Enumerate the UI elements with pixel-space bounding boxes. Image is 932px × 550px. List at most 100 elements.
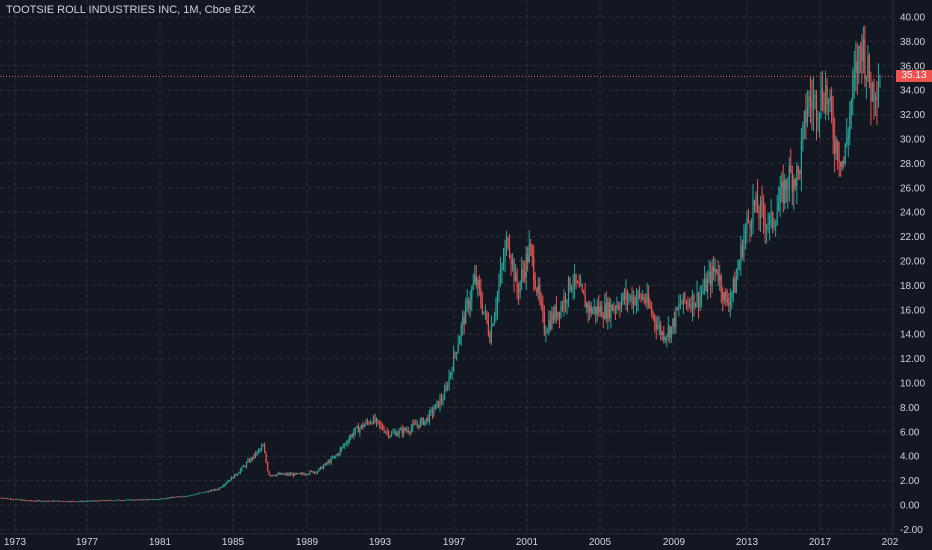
candle-body	[111, 500, 113, 502]
candle-body	[285, 473, 287, 475]
candle-body	[380, 424, 382, 426]
candle-body	[401, 428, 403, 434]
candle-body	[465, 302, 467, 325]
candle-body	[794, 179, 796, 187]
candle-body	[176, 496, 178, 498]
time-tick-label: 202	[882, 537, 899, 548]
price-tick-label: 24.00	[900, 208, 925, 219]
candle-body	[660, 324, 662, 335]
candle-body	[49, 501, 51, 502]
candle-body	[761, 201, 763, 205]
candle-body	[437, 401, 440, 408]
price-axis[interactable]: -2.00 0.00 2.00 4.00 6.00 8.00 10.00 12.00 14.00…	[900, 13, 925, 536]
candle-body	[304, 474, 307, 476]
candle-body	[537, 285, 539, 293]
candle-body	[13, 499, 15, 501]
candle-body	[834, 138, 836, 154]
candle-body	[790, 165, 792, 172]
candle-body	[690, 304, 692, 310]
candle-body	[53, 500, 56, 502]
time-tick-label: 2005	[589, 537, 612, 548]
candle-body	[71, 500, 74, 502]
candle-body	[770, 212, 772, 216]
candle-body	[144, 499, 146, 501]
price-tick-label: 38.00	[900, 37, 925, 48]
candle-body	[515, 273, 517, 282]
candle-body	[82, 501, 84, 503]
candle-body	[147, 499, 149, 501]
candle-body	[575, 274, 577, 283]
candle-body	[527, 253, 529, 262]
candle-body	[841, 160, 843, 167]
candle-body	[788, 165, 790, 190]
candle-body	[466, 299, 468, 303]
candle-body	[156, 499, 158, 500]
candle-body	[453, 352, 455, 372]
candle-body	[735, 276, 737, 293]
candle-body	[667, 326, 669, 336]
candle-body	[415, 423, 417, 426]
candle-body	[720, 275, 722, 293]
candle-body	[722, 292, 724, 301]
candle-body	[728, 302, 730, 306]
price-tick-label: 28.00	[900, 159, 925, 170]
candle-body	[106, 500, 108, 501]
candle-body	[605, 303, 607, 319]
candle-body	[179, 496, 181, 498]
candle-body	[838, 159, 840, 162]
candle-body	[670, 326, 672, 338]
candle-body	[567, 277, 570, 301]
candle-body	[434, 404, 437, 411]
candle-body	[265, 452, 267, 463]
candle-body	[58, 500, 60, 502]
candle-body	[516, 273, 518, 292]
time-axis[interactable]: 1973 1977 1981 1985 1989 1993 1997 2001 2005 2009…	[4, 537, 899, 548]
candle-body	[422, 418, 424, 425]
candle-body	[471, 288, 473, 302]
candle-body	[136, 499, 139, 501]
candle-body	[232, 477, 234, 479]
candle-body	[708, 271, 710, 279]
candle-body	[747, 218, 750, 222]
candle-body	[94, 500, 96, 502]
candle-body	[406, 430, 408, 432]
candle-body	[799, 170, 801, 174]
candle-body	[126, 499, 128, 501]
candle-body	[117, 499, 119, 501]
candle-body	[389, 435, 391, 437]
candle-body	[114, 500, 116, 502]
candle-body	[32, 500, 34, 502]
candle-body	[874, 98, 877, 101]
candle-body	[165, 498, 167, 500]
candle-body	[558, 311, 561, 317]
candle-body	[195, 493, 198, 495]
candle-body	[584, 294, 586, 308]
candle-body	[802, 124, 804, 142]
candle-body	[191, 494, 193, 496]
candle-body	[152, 499, 154, 500]
candle-body	[505, 238, 508, 249]
candle-body	[78, 501, 80, 503]
candle-body	[443, 390, 446, 400]
candle-body	[118, 499, 121, 501]
candle-body	[631, 295, 633, 305]
price-tick-label: 22.00	[900, 232, 925, 243]
candle-body	[778, 203, 780, 212]
candle-body	[551, 313, 553, 329]
candle-body	[827, 99, 830, 105]
candle-body	[413, 423, 415, 425]
candle-body	[282, 473, 284, 475]
candle-body	[2, 498, 4, 499]
price-tick-label: 4.00	[900, 452, 920, 463]
candle-body	[206, 491, 208, 493]
candle-body	[97, 500, 99, 502]
candle-body	[522, 270, 524, 272]
time-tick-label: 2009	[663, 537, 686, 548]
candle-body	[6, 498, 9, 500]
candle-body	[135, 499, 137, 501]
candle-body	[723, 292, 725, 301]
candle-body	[291, 473, 293, 475]
candle-body	[628, 297, 630, 301]
candle-body	[34, 500, 36, 502]
